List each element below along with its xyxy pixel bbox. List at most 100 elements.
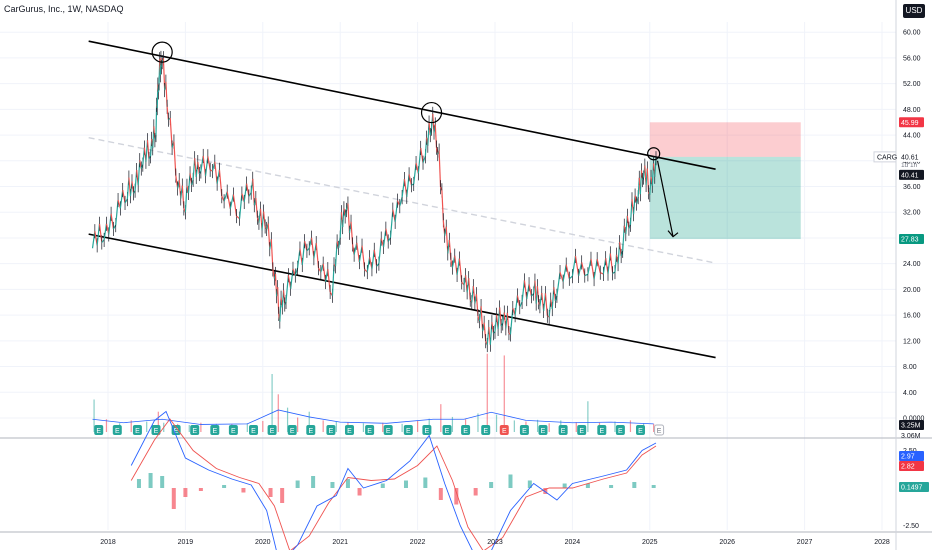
volume-bar xyxy=(188,425,190,432)
earnings-marker xyxy=(481,425,491,435)
price-segment xyxy=(294,267,299,276)
earnings-marker-label: E xyxy=(115,428,120,435)
price-segment xyxy=(315,243,320,269)
price-segment xyxy=(519,301,523,308)
time-axis-tick: 2027 xyxy=(797,539,813,546)
macd-histogram-bar xyxy=(632,482,637,488)
price-axis-tick: 4.00 xyxy=(903,390,917,397)
price-segment xyxy=(565,264,570,279)
price-segment xyxy=(366,257,371,273)
macd-histogram-bar xyxy=(609,485,614,488)
earnings-marker-label: E xyxy=(251,428,256,435)
earnings-marker xyxy=(190,425,200,435)
price-segment xyxy=(389,209,394,238)
volume-ma-line xyxy=(92,409,654,425)
time-axis: 2018 2019 2020 2021 2022 2023 2024 2025 2026 2027… xyxy=(100,539,890,546)
price-segment xyxy=(200,155,204,172)
price-segment xyxy=(556,271,561,296)
earnings-marker-label: E xyxy=(386,428,391,435)
macd-histogram-bar xyxy=(380,483,385,488)
time-axis-tick: 2026 xyxy=(719,539,735,546)
earnings-marker-label: E xyxy=(329,428,334,435)
price-segment xyxy=(526,284,530,300)
price-axis-tick: 56.00 xyxy=(903,55,921,62)
earnings-marker-label: E xyxy=(541,428,546,435)
macd-histogram-bar xyxy=(295,480,300,488)
price-segment xyxy=(394,200,399,222)
price-segment xyxy=(94,231,98,246)
macd-histogram-bar xyxy=(651,485,656,488)
price-axis-tick: 32.00 xyxy=(903,210,921,217)
price-segment xyxy=(456,258,460,276)
earnings-marker-label: E xyxy=(270,428,275,435)
macd-histogram-bar xyxy=(268,488,273,497)
volume-bar xyxy=(246,423,248,432)
volume-bar xyxy=(322,420,324,432)
price-segment xyxy=(399,196,403,207)
price-segment xyxy=(101,239,105,243)
price-segment xyxy=(214,161,218,184)
earnings-marker xyxy=(306,425,316,435)
price-segment xyxy=(528,284,532,297)
price-axis-tick: 36.00 xyxy=(903,184,921,191)
macd-histogram-bar xyxy=(198,488,203,491)
price-axis-tick: 16.00 xyxy=(903,313,921,320)
price-segment xyxy=(401,179,406,198)
price-segment xyxy=(327,269,331,293)
earnings-marker xyxy=(403,425,413,435)
earnings-marker xyxy=(344,425,354,435)
price-segment xyxy=(516,295,521,308)
price-segment xyxy=(232,194,238,217)
stop-price-label-bg xyxy=(899,117,924,128)
currency-badge[interactable]: USD xyxy=(903,4,925,18)
volume-bar xyxy=(382,422,384,432)
macd-line xyxy=(130,410,657,555)
volume-bar xyxy=(277,394,279,432)
price-segment xyxy=(238,193,243,219)
channel-upper-line xyxy=(88,40,716,170)
macd-histogram-bar xyxy=(438,488,443,500)
price-segment xyxy=(301,241,306,266)
earnings-marker-label: E xyxy=(579,428,584,435)
price-segment xyxy=(110,213,115,230)
signal-value-label-bg xyxy=(899,461,924,471)
price-segment xyxy=(406,174,410,197)
earnings-marker-label: E xyxy=(463,428,468,435)
earnings-marker xyxy=(287,425,297,435)
channel-mid-line xyxy=(88,136,716,264)
time-axis-tick: 2023 xyxy=(487,539,503,546)
volume-value-label: 3.25M xyxy=(901,423,921,430)
volume-bar xyxy=(262,420,264,432)
macd-histogram-bar xyxy=(585,483,590,488)
price-segment xyxy=(243,183,248,203)
earnings-marker xyxy=(422,425,432,435)
earnings-marker xyxy=(383,425,393,435)
volume-value-label-bg xyxy=(899,420,924,430)
earnings-marker xyxy=(519,425,529,435)
volume-pane xyxy=(92,353,655,432)
price-segment xyxy=(596,259,601,273)
macd-histogram-bar xyxy=(148,473,153,488)
stop-zone xyxy=(649,122,801,157)
macd-histogram-bar xyxy=(345,479,350,488)
projection-arrow-line xyxy=(656,160,674,237)
volume-bar xyxy=(614,421,616,432)
price-segment xyxy=(226,191,231,209)
earnings-marker-label: E xyxy=(599,428,604,435)
price-segment xyxy=(103,223,108,240)
earnings-marker xyxy=(538,425,548,435)
price-axis-tick: 44.00 xyxy=(903,133,921,140)
price-segment xyxy=(523,280,528,300)
earnings-marker xyxy=(94,425,104,435)
chart-title: CarGurus, Inc., 1W, NASDAQ xyxy=(4,4,124,14)
price-segment xyxy=(361,245,366,270)
time-axis-tick: 2025 xyxy=(642,539,658,546)
price-segment xyxy=(602,258,607,275)
price-segment xyxy=(578,262,583,277)
price-segment xyxy=(122,189,126,204)
earnings-marker xyxy=(249,425,259,435)
earnings-marker xyxy=(365,425,375,435)
macd-value-label-bg xyxy=(899,451,924,461)
